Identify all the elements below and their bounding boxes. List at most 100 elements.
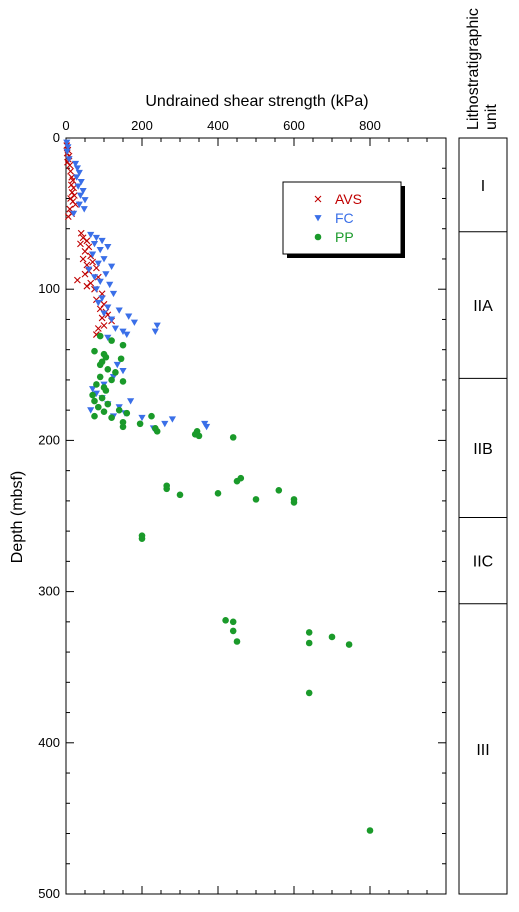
x-tick-label: 0 (62, 118, 69, 133)
point-fc (94, 299, 102, 307)
point-pp (104, 366, 112, 373)
point-fc (108, 316, 116, 323)
x-tick-label: 800 (359, 118, 381, 133)
point-avs (66, 161, 74, 169)
point-avs (64, 213, 72, 221)
point-fc (85, 266, 93, 273)
data-points (63, 139, 374, 834)
point-pp (96, 332, 104, 340)
point-fc (119, 367, 127, 375)
point-pp (305, 629, 313, 636)
point-pp (89, 391, 96, 399)
point-fc (64, 144, 72, 151)
x-tick-label: 200 (131, 118, 153, 133)
point-fc (89, 386, 97, 393)
point-pp (96, 373, 104, 381)
point-pp (91, 397, 98, 405)
point-fc (98, 295, 106, 302)
point-fc (153, 322, 161, 329)
point-avs (81, 270, 89, 278)
point-pp (252, 496, 260, 503)
legend-marker-avs (314, 195, 322, 203)
point-pp (275, 486, 283, 494)
point-avs (67, 167, 74, 175)
point-pp (328, 633, 336, 641)
point-pp (176, 491, 184, 499)
point-pp (119, 418, 127, 426)
unit-label: I (481, 178, 485, 195)
point-pp (96, 361, 104, 369)
point-fc (115, 307, 123, 314)
point-fc (92, 390, 100, 397)
y-tick-label: 300 (38, 584, 60, 599)
point-pp (229, 618, 237, 626)
point-fc (119, 328, 127, 335)
point-fc (63, 148, 71, 156)
point-pp (108, 337, 115, 344)
y-tick-label: 100 (38, 281, 60, 296)
point-pp (233, 638, 241, 645)
point-fc (96, 247, 104, 254)
point-fc (92, 234, 100, 242)
point-fc (90, 274, 99, 281)
point-pp (136, 420, 144, 428)
point-fc (70, 210, 78, 218)
point-fc (73, 174, 81, 181)
point-fc (130, 319, 138, 326)
point-fc (104, 334, 112, 342)
point-pp (229, 434, 237, 441)
point-fc (92, 286, 100, 293)
point-pp (123, 409, 131, 417)
legend-label-pp: PP (335, 229, 354, 245)
point-avs (79, 255, 87, 263)
point-avs (74, 276, 81, 284)
series-pp (89, 332, 374, 834)
unit-column-items: I IIA IIB IIC III (459, 178, 507, 759)
point-avs (100, 322, 108, 329)
point-pp (115, 406, 123, 414)
point-fc (87, 407, 95, 414)
point-avs (94, 325, 102, 332)
point-avs (69, 176, 77, 184)
unit-label: IIC (473, 554, 493, 571)
x-axis-ticks: 0 200 400 600 800 (62, 118, 447, 894)
point-fc (104, 243, 112, 251)
legend-marker-pp (314, 233, 322, 241)
legend-marker-fc (314, 215, 322, 222)
point-fc (90, 240, 99, 248)
point-pp (237, 474, 245, 482)
point-pp (163, 485, 170, 493)
point-pp (195, 432, 203, 440)
point-pp (119, 423, 127, 431)
point-fc (76, 192, 85, 199)
point-pp (290, 499, 298, 506)
point-pp (91, 412, 98, 420)
unit-column-title-line2: unit (483, 104, 500, 130)
point-pp (108, 376, 115, 384)
point-fc (102, 271, 110, 278)
point-fc (151, 328, 159, 335)
point-pp (93, 381, 100, 388)
legend-label-fc: FC (335, 210, 354, 226)
point-fc (104, 304, 112, 311)
point-fc (80, 206, 88, 213)
point-pp (214, 490, 222, 497)
point-fc (77, 178, 85, 186)
unit-label: IIB (473, 441, 493, 458)
point-fc (113, 361, 121, 369)
point-pp (119, 341, 127, 349)
point-fc (74, 183, 82, 190)
x-tick-label: 400 (207, 118, 229, 133)
unit-column-frame (458, 137, 508, 895)
point-fc (73, 165, 81, 172)
point-fc (100, 310, 108, 317)
point-fc (108, 263, 116, 270)
point-fc (71, 160, 80, 168)
point-pp (305, 639, 313, 647)
point-avs (77, 240, 84, 248)
point-pp (100, 408, 108, 415)
point-pp (222, 617, 229, 624)
point-fc (63, 139, 71, 146)
point-fc (81, 197, 89, 204)
point-avs (81, 248, 89, 255)
